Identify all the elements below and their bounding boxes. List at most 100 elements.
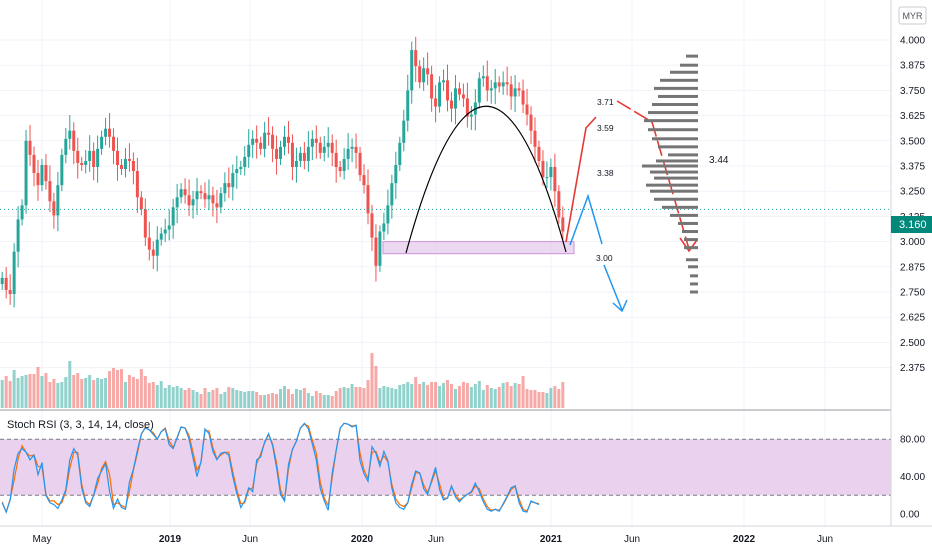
- candle[interactable]: [163, 218, 167, 243]
- candle[interactable]: [259, 136, 263, 155]
- candle[interactable]: [60, 148, 64, 192]
- candle[interactable]: [302, 142, 306, 170]
- candle[interactable]: [127, 143, 131, 172]
- candle[interactable]: [314, 125, 318, 159]
- candle[interactable]: [151, 241, 155, 270]
- candle[interactable]: [92, 142, 96, 181]
- candle[interactable]: [513, 75, 517, 113]
- candle[interactable]: [350, 138, 354, 163]
- candle[interactable]: [286, 121, 290, 154]
- candle[interactable]: [159, 227, 163, 246]
- candle[interactable]: [223, 172, 227, 202]
- candle[interactable]: [155, 226, 159, 272]
- candle[interactable]: [318, 136, 322, 159]
- candle[interactable]: [426, 52, 430, 86]
- candle[interactable]: [446, 64, 450, 112]
- candle[interactable]: [116, 137, 120, 181]
- candle[interactable]: [139, 191, 143, 216]
- currency-badge[interactable]: MYR: [903, 11, 924, 21]
- candle[interactable]: [100, 130, 104, 155]
- candle[interactable]: [465, 82, 469, 128]
- candle[interactable]: [294, 147, 298, 183]
- candle[interactable]: [24, 129, 28, 214]
- candle[interactable]: [533, 117, 537, 163]
- candle[interactable]: [123, 148, 127, 178]
- candle[interactable]: [112, 128, 116, 165]
- candle[interactable]: [211, 186, 215, 217]
- candle[interactable]: [537, 140, 541, 168]
- candle[interactable]: [68, 114, 72, 150]
- candle[interactable]: [517, 82, 521, 97]
- candle[interactable]: [430, 65, 434, 112]
- candle[interactable]: [306, 131, 310, 172]
- candle[interactable]: [390, 174, 394, 219]
- candle[interactable]: [72, 122, 76, 165]
- candle[interactable]: [207, 179, 211, 211]
- candle[interactable]: [271, 126, 275, 163]
- candle[interactable]: [263, 121, 267, 158]
- candle[interactable]: [279, 140, 283, 165]
- candle[interactable]: [56, 171, 60, 232]
- candle[interactable]: [310, 130, 314, 161]
- candle[interactable]: [104, 117, 108, 146]
- candle[interactable]: [88, 135, 92, 172]
- candle[interactable]: [358, 146, 362, 182]
- candle[interactable]: [457, 82, 461, 101]
- candle[interactable]: [191, 190, 195, 219]
- candle[interactable]: [438, 76, 442, 113]
- candle[interactable]: [374, 224, 378, 282]
- candle[interactable]: [322, 135, 326, 162]
- candle[interactable]: [485, 60, 489, 102]
- candle[interactable]: [346, 133, 350, 170]
- candle[interactable]: [0, 271, 4, 290]
- candle[interactable]: [370, 204, 374, 251]
- candle[interactable]: [414, 36, 418, 82]
- candle[interactable]: [557, 185, 561, 224]
- candle[interactable]: [20, 199, 24, 226]
- candle[interactable]: [84, 150, 88, 174]
- currency-badge-box[interactable]: [898, 6, 927, 25]
- candle[interactable]: [64, 127, 68, 164]
- candle[interactable]: [183, 178, 187, 204]
- candle[interactable]: [32, 146, 36, 187]
- candle[interactable]: [529, 106, 533, 145]
- candle[interactable]: [453, 75, 457, 125]
- candle[interactable]: [338, 160, 342, 178]
- candle[interactable]: [16, 206, 20, 268]
- candle[interactable]: [175, 183, 179, 224]
- candle[interactable]: [52, 192, 56, 229]
- candle[interactable]: [44, 154, 48, 190]
- candle[interactable]: [239, 160, 243, 176]
- candle[interactable]: [406, 74, 410, 132]
- candle[interactable]: [171, 198, 175, 239]
- candle[interactable]: [442, 69, 446, 91]
- candle[interactable]: [489, 79, 493, 104]
- candle[interactable]: [330, 134, 334, 167]
- candle[interactable]: [187, 179, 191, 217]
- candle[interactable]: [561, 206, 565, 240]
- candle[interactable]: [461, 83, 465, 107]
- candle[interactable]: [147, 221, 151, 261]
- candle[interactable]: [231, 164, 235, 201]
- candle[interactable]: [434, 85, 438, 123]
- candle[interactable]: [481, 65, 485, 87]
- candle[interactable]: [167, 209, 171, 241]
- candle[interactable]: [36, 159, 40, 201]
- candle[interactable]: [422, 57, 426, 91]
- candle[interactable]: [282, 125, 286, 156]
- candle[interactable]: [493, 69, 497, 105]
- candle[interactable]: [195, 177, 199, 215]
- candle[interactable]: [449, 92, 453, 122]
- candle[interactable]: [203, 182, 207, 208]
- candle[interactable]: [199, 185, 203, 200]
- candle[interactable]: [215, 189, 219, 224]
- candle[interactable]: [28, 125, 32, 166]
- candle[interactable]: [497, 76, 501, 93]
- candle[interactable]: [354, 133, 358, 169]
- candle[interactable]: [135, 157, 139, 213]
- candle[interactable]: [501, 71, 505, 95]
- candle[interactable]: [80, 156, 84, 172]
- candle[interactable]: [119, 158, 123, 176]
- candle[interactable]: [267, 117, 271, 146]
- candle[interactable]: [255, 125, 259, 159]
